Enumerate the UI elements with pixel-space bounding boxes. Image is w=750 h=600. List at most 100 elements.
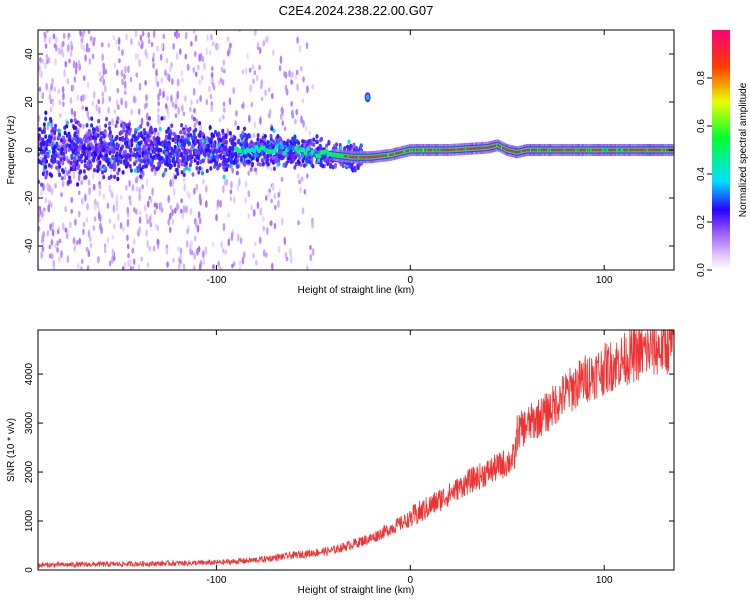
heatmap-ridge-core [470, 147, 472, 150]
heatmap-noise-cell [222, 114, 225, 120]
heatmap-ridge-core [517, 151, 519, 154]
heatmap-band-cell [88, 146, 92, 151]
heatmap-band-cell [167, 135, 171, 140]
heatmap-noise-cell [155, 68, 158, 77]
heatmap-band-cell [45, 170, 49, 175]
heatmap-band-cell [73, 131, 77, 136]
heatmap-ridge-core [346, 155, 348, 158]
heatmap-noise-cell [131, 184, 135, 192]
heatmap-noise-cell [137, 41, 141, 47]
heatmap-noise-cell [47, 57, 50, 64]
heatmap-band-cell [75, 161, 79, 166]
heatmap-band-cell [234, 159, 238, 165]
heatmap-noise-cell [301, 207, 305, 215]
colorbar-tick-label: 0.2 [696, 215, 707, 229]
heatmap-ridge-core [511, 149, 513, 153]
heatmap-band-cell [48, 138, 52, 144]
heatmap-noise-cell [64, 227, 68, 233]
heatmap-noise-cell [270, 93, 274, 99]
heatmap-noise-cell [70, 108, 74, 116]
heatmap-noise-cell [258, 64, 261, 71]
heatmap-noise-cell [171, 101, 175, 108]
heatmap-noise-cell [308, 130, 312, 136]
heatmap-band-cell [277, 162, 281, 167]
heatmap-band-cell [91, 135, 95, 140]
heatmap-band-cell [96, 133, 100, 138]
heatmap-band-cell [61, 160, 65, 166]
heatmap-noise-cell [222, 59, 226, 66]
heatmap-ridge-core [543, 148, 546, 152]
heatmap-ridge-body [588, 147, 590, 153]
heatmap-noise-cell [48, 93, 52, 101]
heatmap-noise-cell [84, 93, 87, 100]
heatmap-noise-cell [157, 114, 160, 119]
heatmap-band-cell [85, 139, 89, 144]
heatmap-noise-cell [198, 217, 202, 225]
heatmap-noise-cell [181, 77, 184, 83]
heatmap-ridge-core [469, 147, 471, 150]
heatmap-noise-cell [205, 47, 209, 56]
y-tick-label: 3000 [24, 412, 35, 435]
heatmap-band-cell [208, 137, 212, 142]
heatmap-band-cell [215, 132, 219, 138]
heatmap-ridge-body [422, 147, 425, 153]
heatmap-band-cell [228, 163, 232, 168]
heatmap-noise-cell [304, 125, 308, 132]
heatmap-noise-cell [82, 228, 85, 236]
heatmap-noise-cell [297, 173, 300, 179]
heatmap-band-cell [269, 137, 273, 142]
heatmap-band-cell [96, 127, 100, 133]
heatmap-noise-cell [260, 96, 264, 102]
heatmap-noise-cell [82, 75, 86, 82]
heatmap-noise-cell [174, 104, 178, 109]
heatmap-band-cell [302, 163, 306, 168]
heatmap-noise-cell [170, 94, 173, 103]
heatmap-noise-cell [256, 41, 260, 48]
heatmap-ridge-core [461, 148, 463, 151]
heatmap-noise-cell [195, 221, 198, 228]
heatmap-noise-cell [262, 225, 265, 232]
heatmap-ridge-body [617, 147, 619, 153]
heatmap-band-cell [177, 134, 181, 140]
heatmap-ridge-core [353, 156, 355, 159]
heatmap-noise-cell [210, 104, 214, 110]
heatmap-band-cell [139, 132, 143, 138]
heatmap-band-cell [222, 165, 226, 170]
heatmap-band-cell [184, 161, 188, 166]
heatmap-noise-cell [38, 216, 41, 223]
heatmap-noise-cell [100, 42, 104, 48]
heatmap-band-cell [165, 155, 169, 160]
heatmap-ridge-body [426, 147, 428, 153]
heatmap-band-cell [173, 144, 177, 150]
heatmap-band-cell [171, 159, 175, 164]
heatmap-noise-cell [139, 34, 143, 42]
heatmap-noise-cell [202, 257, 206, 266]
heatmap-noise-cell [231, 263, 234, 269]
heatmap-ridge-body [388, 152, 390, 158]
heatmap-band-cell [108, 130, 112, 135]
heatmap-noise-cell [305, 173, 309, 179]
heatmap-noise-cell [265, 37, 269, 43]
heatmap-ridge-core [400, 151, 403, 154]
heatmap-band-cell [124, 132, 128, 137]
heatmap-ridge-core [348, 155, 350, 159]
heatmap-band-cell [67, 169, 71, 174]
heatmap-band-cell [234, 151, 238, 157]
heatmap-noise-cell [97, 211, 101, 220]
heatmap-ridge-core [618, 148, 620, 152]
heatmap-noise-cell [165, 247, 169, 255]
heatmap-band-cell [60, 147, 64, 152]
heatmap-noise-cell [126, 243, 130, 250]
heatmap-ridge-core [490, 145, 492, 149]
heatmap-noise-cell [80, 179, 84, 186]
heatmap-noise-cell [71, 84, 75, 91]
heatmap-ridge-core [521, 149, 524, 153]
heatmap-band-cell [69, 118, 73, 123]
heatmap-band-cell [50, 173, 54, 178]
heatmap-noise-cell [92, 90, 96, 99]
heatmap-band-cell [175, 168, 179, 173]
heatmap-ridge-core [434, 148, 436, 152]
heatmap-band-cell [180, 123, 184, 128]
heatmap-noise-cell [266, 227, 269, 236]
heatmap-band-cell [56, 153, 60, 159]
